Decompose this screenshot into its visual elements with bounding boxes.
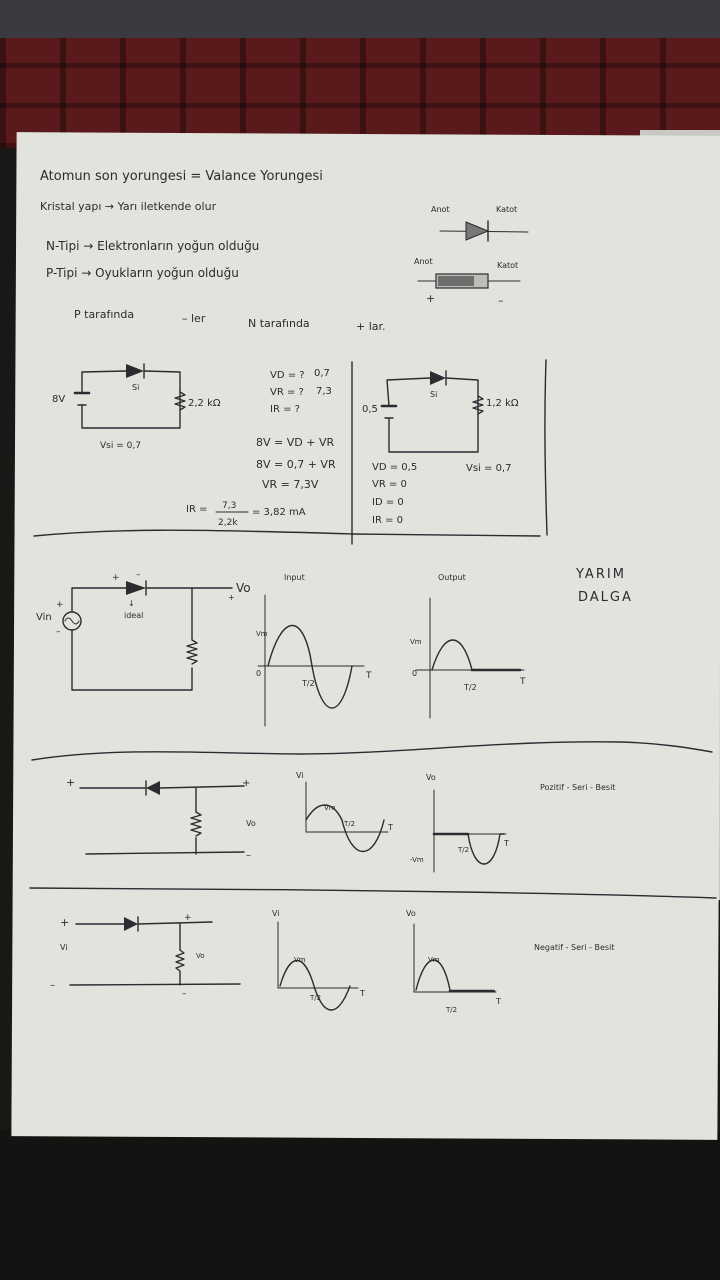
svg-text:0,7: 0,7	[314, 368, 330, 379]
input-t-half: T/2	[301, 679, 315, 688]
body-anot-label: Anot	[414, 257, 433, 266]
svg-text:T/2: T/2	[309, 994, 321, 1002]
diode-body-sketch: Anot Katot + –	[414, 257, 521, 307]
svg-text:+: +	[184, 913, 192, 923]
katot-label: Katot	[496, 205, 517, 214]
plus-ions-text: + lar.	[356, 320, 386, 333]
svg-text:-Vm: -Vm	[410, 856, 424, 864]
circuit1-source-label: 8V	[52, 394, 65, 405]
svg-text:IR = 0: IR = 0	[372, 515, 403, 526]
svg-text:+: +	[242, 778, 250, 789]
output-label: Output	[438, 573, 466, 582]
svg-text:T: T	[495, 997, 501, 1006]
negative-vi: Vi	[60, 943, 68, 952]
halfwave-vo: Vo	[236, 581, 251, 595]
tablecloth-background	[0, 38, 720, 148]
halfwave-title2: DALGA	[578, 590, 633, 605]
svg-text:Vo: Vo	[426, 773, 436, 782]
svg-text:Vm: Vm	[324, 804, 336, 812]
svg-text:–: –	[182, 989, 187, 999]
svg-text:IR = ?: IR = ?	[270, 404, 300, 415]
table-surface	[0, 1130, 720, 1280]
svg-text:VR = 7,3V: VR = 7,3V	[262, 478, 319, 491]
circuit-1: Si 8V 2,2 kΩ Vsi = 0,7 VD = ? 0,7 VR = ?…	[52, 363, 336, 528]
svg-text:T: T	[359, 989, 365, 998]
header-line1: Atomun son yorungesi = Valance Yorungesi	[40, 169, 323, 184]
n-side-text: N tarafında	[248, 317, 310, 330]
halfwave-section: YARIM DALGA Vin + – + – ↓ ideal Vo + Inp…	[36, 567, 633, 727]
svg-text:IR =: IR =	[186, 504, 207, 515]
circuit1-diode-label: Si	[132, 383, 139, 392]
output-t-half: T/2	[463, 683, 477, 692]
svg-text:2,2k: 2,2k	[218, 518, 238, 528]
svg-text:T: T	[387, 823, 393, 832]
minus-ions-text: – ler	[182, 312, 206, 325]
svg-text:T/2: T/2	[445, 1006, 457, 1014]
svg-text:–: –	[50, 980, 55, 991]
n-type-line: N-Tipi → Elektronların yoğun olduğu	[46, 239, 259, 253]
p-side-text: P tarafında	[74, 308, 134, 321]
svg-text:0: 0	[412, 669, 417, 678]
svg-text:8V = 0,7 + VR: 8V = 0,7 + VR	[256, 458, 336, 471]
halfwave-vin: Vin	[36, 612, 52, 623]
svg-text:–: –	[246, 850, 251, 861]
svg-text:VR = ?: VR = ?	[270, 387, 304, 398]
negative-title: Negatif - Seri - Besit	[534, 943, 614, 952]
svg-text:T/2: T/2	[343, 820, 355, 828]
svg-text:= 3,82 mA: = 3,82 mA	[252, 507, 306, 518]
svg-text:7,3: 7,3	[316, 386, 332, 397]
svg-text:VR = 0: VR = 0	[372, 479, 407, 490]
svg-text:+: +	[228, 593, 235, 602]
positive-vo: Vo	[246, 819, 256, 828]
positive-title: Pozitif - Seri - Besit	[540, 783, 615, 792]
body-katot-label: Katot	[497, 261, 518, 270]
svg-text:+: +	[112, 573, 120, 583]
svg-text:+: +	[56, 600, 64, 610]
svg-text:↓: ↓	[128, 599, 135, 608]
svg-text:0: 0	[256, 669, 261, 678]
halfwave-ideal: ideal	[124, 611, 143, 620]
svg-text:Vi: Vi	[272, 909, 280, 918]
positive-section: Pozitif - Seri - Besit + + Vo – Vi Vm T/…	[66, 771, 615, 873]
svg-text:–: –	[56, 627, 61, 637]
svg-text:Vo: Vo	[406, 909, 416, 918]
circuit2-vsi: Vsi = 0,7	[466, 463, 511, 474]
svg-text:–: –	[498, 294, 504, 307]
circuit2-resistor-label: 1,2 kΩ	[486, 398, 519, 409]
svg-text:8V = VD + VR: 8V = VD + VR	[256, 436, 334, 449]
svg-text:–: –	[136, 570, 141, 580]
svg-text:T: T	[503, 839, 509, 848]
svg-text:Vm: Vm	[294, 956, 306, 964]
svg-text:7,3: 7,3	[222, 501, 236, 511]
diode-symbol-sketch: Anot Katot	[431, 205, 529, 242]
svg-text:+: +	[426, 292, 435, 305]
circuit1-vsi: Vsi = 0,7	[100, 441, 141, 451]
svg-text:T/2: T/2	[457, 846, 469, 854]
circuit-2: Si 0,5 1,2 kΩ Vsi = 0,7 VD = 0,5 VR = 0 …	[362, 370, 519, 526]
negative-section: Negatif - Seri - Besit + + Vi Vo – – Vi …	[50, 909, 614, 1014]
negative-vo: Vo	[196, 952, 205, 960]
svg-text:ID = 0: ID = 0	[372, 497, 404, 508]
background-top	[0, 0, 720, 40]
svg-text:Vm: Vm	[410, 638, 422, 646]
header-line2: Kristal yapı → Yarı iletkende olur	[40, 200, 217, 213]
svg-text:T: T	[519, 677, 526, 687]
p-type-line: P-Tipi → Oyukların yoğun olduğu	[46, 266, 239, 280]
input-label: Input	[284, 573, 305, 582]
svg-text:T: T	[365, 671, 372, 681]
svg-text:+: +	[66, 776, 75, 789]
svg-text:+: +	[60, 916, 69, 929]
circuit1-resistor-label: 2,2 kΩ	[188, 398, 221, 409]
anot-label: Anot	[431, 205, 450, 214]
svg-text:VD = 0,5: VD = 0,5	[372, 462, 417, 473]
circuit2-source-label: 0,5	[362, 404, 378, 415]
svg-text:Vi: Vi	[296, 771, 304, 780]
halfwave-title1: YARIM	[575, 567, 626, 582]
svg-text:VD = ?: VD = ?	[270, 370, 305, 381]
svg-text:Vm: Vm	[256, 630, 268, 638]
svg-text:Vm: Vm	[428, 956, 440, 964]
circuit2-diode-label: Si	[430, 390, 437, 399]
